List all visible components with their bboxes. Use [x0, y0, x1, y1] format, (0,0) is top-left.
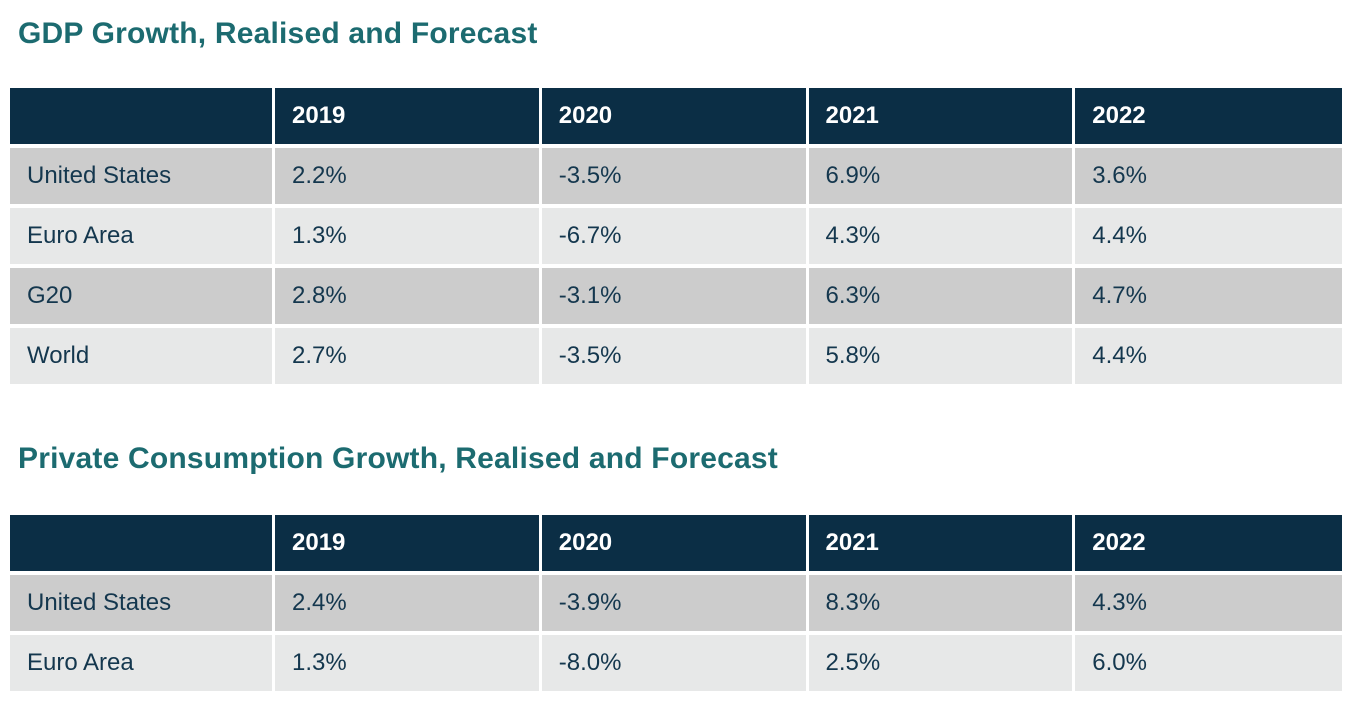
table-row: Euro Area 1.3% -8.0% 2.5% 6.0% [10, 631, 1342, 691]
gdp-header-cell-2021: 2021 [808, 88, 1076, 144]
pcg-header-cell-2022: 2022 [1075, 515, 1342, 571]
value-cell: 2.7% [275, 324, 542, 384]
value-cell: 6.3% [808, 264, 1076, 324]
value-cell: 2.8% [275, 264, 542, 324]
value-cell: -3.9% [541, 571, 809, 631]
private-consumption-table-title: Private Consumption Growth, Realised and… [18, 442, 778, 475]
gdp-table-title: GDP Growth, Realised and Forecast [18, 17, 538, 50]
pcg-header-cell-2019: 2019 [275, 515, 542, 571]
value-cell: 4.4% [1075, 324, 1342, 384]
value-cell: 6.9% [808, 144, 1076, 204]
value-cell: -6.7% [541, 204, 809, 264]
table-row: G20 2.8% -3.1% 6.3% 4.7% [10, 264, 1342, 324]
value-cell: -3.5% [541, 144, 809, 204]
table-row: United States 2.4% -3.9% 8.3% 4.3% [10, 571, 1342, 631]
row-label: Euro Area [10, 204, 275, 264]
pcg-header-cell-blank [10, 515, 275, 571]
gdp-header-cell-2022: 2022 [1075, 88, 1342, 144]
value-cell: 4.3% [808, 204, 1076, 264]
value-cell: 2.5% [808, 631, 1076, 691]
value-cell: 1.3% [275, 631, 542, 691]
value-cell: 4.3% [1075, 571, 1342, 631]
private-consumption-table: 2019 2020 2021 2022 United States 2.4% -… [10, 515, 1342, 691]
table-row: United States 2.2% -3.5% 6.9% 3.6% [10, 144, 1342, 204]
pcg-header-row: 2019 2020 2021 2022 [10, 515, 1342, 571]
row-label: G20 [10, 264, 275, 324]
value-cell: -3.1% [541, 264, 809, 324]
row-label: United States [10, 571, 275, 631]
value-cell: 4.4% [1075, 204, 1342, 264]
gdp-header-cell-2019: 2019 [275, 88, 542, 144]
table-row: World 2.7% -3.5% 5.8% 4.4% [10, 324, 1342, 384]
value-cell: 6.0% [1075, 631, 1342, 691]
value-cell: 5.8% [808, 324, 1076, 384]
value-cell: 4.7% [1075, 264, 1342, 324]
gdp-header-cell-blank [10, 88, 275, 144]
value-cell: 2.4% [275, 571, 542, 631]
gdp-table: 2019 2020 2021 2022 United States 2.2% -… [10, 88, 1342, 384]
value-cell: -3.5% [541, 324, 809, 384]
value-cell: 2.2% [275, 144, 542, 204]
gdp-header-row: 2019 2020 2021 2022 [10, 88, 1342, 144]
table-row: Euro Area 1.3% -6.7% 4.3% 4.4% [10, 204, 1342, 264]
page: GDP Growth, Realised and Forecast 2019 2… [0, 16, 1360, 710]
value-cell: 8.3% [808, 571, 1076, 631]
row-label: United States [10, 144, 275, 204]
row-label: Euro Area [10, 631, 275, 691]
value-cell: 1.3% [275, 204, 542, 264]
value-cell: -8.0% [541, 631, 809, 691]
pcg-header-cell-2021: 2021 [808, 515, 1076, 571]
pcg-header-cell-2020: 2020 [541, 515, 809, 571]
gdp-header-cell-2020: 2020 [541, 88, 809, 144]
row-label: World [10, 324, 275, 384]
value-cell: 3.6% [1075, 144, 1342, 204]
